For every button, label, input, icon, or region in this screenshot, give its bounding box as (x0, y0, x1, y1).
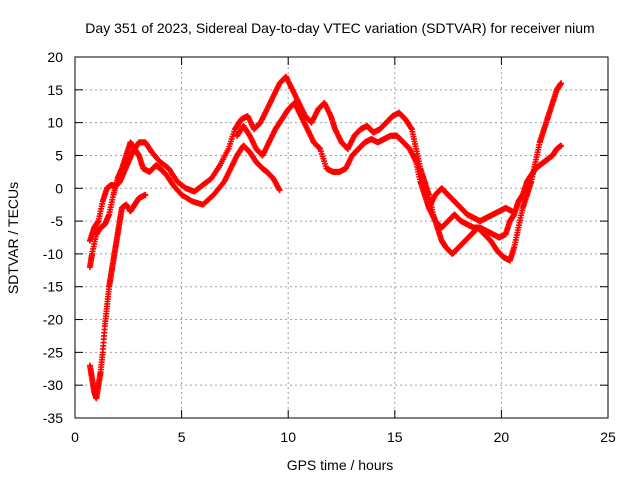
series-3 (86, 73, 565, 264)
axes: 0 5 10 15 20 25 -35 -30 -25 -20 -15 -10 -5 0 5 10 15 20 (43, 49, 616, 445)
x-tick-label: 20 (494, 429, 510, 445)
chart-title: Day 351 of 2023, Sidereal Day-to-day VTE… (85, 20, 594, 36)
y-tick-label: -30 (43, 377, 63, 393)
y-tick-label: -10 (43, 246, 63, 262)
x-tick-label: 15 (387, 429, 403, 445)
plot-frame (74, 56, 609, 419)
x-tick-label: 10 (280, 429, 296, 445)
series-5 (425, 185, 516, 225)
y-tick-label: 20 (47, 49, 63, 65)
y-tick-label: 15 (47, 82, 63, 98)
data-point (142, 191, 149, 198)
x-tick-label: 25 (600, 429, 616, 445)
x-tick-label: 0 (71, 429, 79, 445)
data-point (509, 208, 516, 215)
series-2 (86, 191, 149, 402)
data-points (86, 73, 565, 402)
y-tick-label: 0 (55, 180, 63, 196)
y-tick-label: -20 (43, 312, 63, 328)
data-point (558, 142, 565, 149)
y-tick-label: 10 (47, 115, 63, 131)
x-axis-label: GPS time / hours (287, 457, 394, 473)
series-1 (86, 139, 283, 271)
y-axis-label: SDTVAR / TECUs (5, 182, 21, 294)
y-tick-label: -15 (43, 279, 63, 295)
y-tick-label: 5 (55, 147, 63, 163)
y-tick-label: -25 (43, 344, 63, 360)
data-point (276, 187, 283, 194)
x-tick-label: 5 (178, 429, 186, 445)
y-tick-label: -35 (43, 410, 63, 426)
data-point (558, 80, 565, 87)
y-tick-label: -5 (51, 213, 64, 229)
